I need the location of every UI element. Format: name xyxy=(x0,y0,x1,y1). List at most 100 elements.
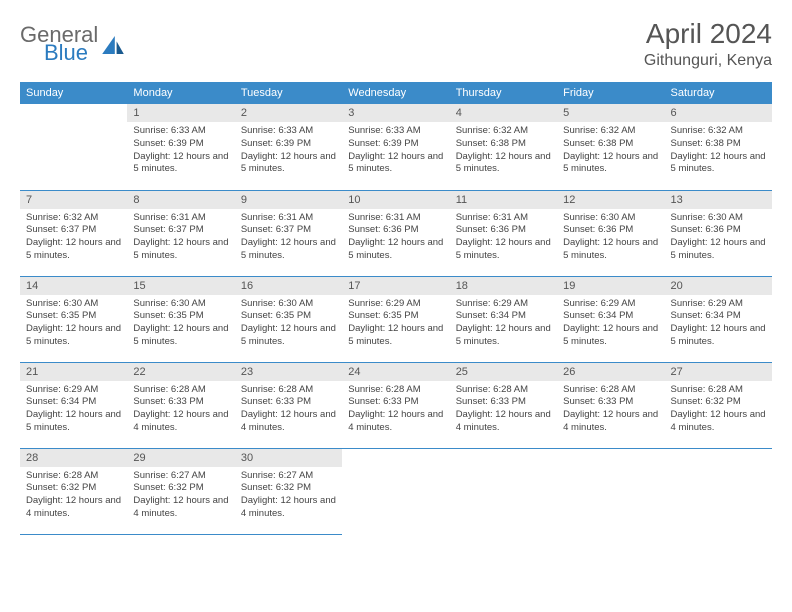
day-details: Sunrise: 6:28 AMSunset: 6:33 PMDaylight:… xyxy=(450,381,557,441)
day-number: 23 xyxy=(235,363,342,381)
calendar-cell: 2Sunrise: 6:33 AMSunset: 6:39 PMDaylight… xyxy=(235,104,342,190)
calendar-cell: 19Sunrise: 6:29 AMSunset: 6:34 PMDayligh… xyxy=(557,276,664,362)
calendar-cell: 1Sunrise: 6:33 AMSunset: 6:39 PMDaylight… xyxy=(127,104,234,190)
day-number: 10 xyxy=(342,191,449,209)
day-number: 1 xyxy=(127,104,234,122)
calendar-cell: 15Sunrise: 6:30 AMSunset: 6:35 PMDayligh… xyxy=(127,276,234,362)
calendar-cell: 24Sunrise: 6:28 AMSunset: 6:33 PMDayligh… xyxy=(342,362,449,448)
calendar-cell: 4Sunrise: 6:32 AMSunset: 6:38 PMDaylight… xyxy=(450,104,557,190)
dow-header: Thursday xyxy=(450,82,557,104)
day-details: Sunrise: 6:28 AMSunset: 6:33 PMDaylight:… xyxy=(557,381,664,441)
calendar-cell: 25Sunrise: 6:28 AMSunset: 6:33 PMDayligh… xyxy=(450,362,557,448)
day-number: 9 xyxy=(235,191,342,209)
month-title: April 2024 xyxy=(644,18,772,50)
day-number: 2 xyxy=(235,104,342,122)
day-details: Sunrise: 6:32 AMSunset: 6:38 PMDaylight:… xyxy=(450,122,557,182)
day-number: 12 xyxy=(557,191,664,209)
day-number: 30 xyxy=(235,449,342,467)
calendar-cell: 13Sunrise: 6:30 AMSunset: 6:36 PMDayligh… xyxy=(665,190,772,276)
calendar-cell: 30Sunrise: 6:27 AMSunset: 6:32 PMDayligh… xyxy=(235,448,342,534)
day-details: Sunrise: 6:32 AMSunset: 6:38 PMDaylight:… xyxy=(557,122,664,182)
calendar-cell: 12Sunrise: 6:30 AMSunset: 6:36 PMDayligh… xyxy=(557,190,664,276)
calendar-cell: . xyxy=(665,448,772,534)
calendar-cell: 3Sunrise: 6:33 AMSunset: 6:39 PMDaylight… xyxy=(342,104,449,190)
calendar-cell: 22Sunrise: 6:28 AMSunset: 6:33 PMDayligh… xyxy=(127,362,234,448)
calendar-cell: 23Sunrise: 6:28 AMSunset: 6:33 PMDayligh… xyxy=(235,362,342,448)
day-number: 16 xyxy=(235,277,342,295)
day-number: 24 xyxy=(342,363,449,381)
day-details: Sunrise: 6:30 AMSunset: 6:36 PMDaylight:… xyxy=(665,209,772,269)
calendar-cell: 16Sunrise: 6:30 AMSunset: 6:35 PMDayligh… xyxy=(235,276,342,362)
day-details: Sunrise: 6:28 AMSunset: 6:33 PMDaylight:… xyxy=(127,381,234,441)
calendar-cell: 21Sunrise: 6:29 AMSunset: 6:34 PMDayligh… xyxy=(20,362,127,448)
calendar-cell: 9Sunrise: 6:31 AMSunset: 6:37 PMDaylight… xyxy=(235,190,342,276)
calendar-cell: 11Sunrise: 6:31 AMSunset: 6:36 PMDayligh… xyxy=(450,190,557,276)
calendar-row: 14Sunrise: 6:30 AMSunset: 6:35 PMDayligh… xyxy=(20,276,772,362)
day-details: Sunrise: 6:33 AMSunset: 6:39 PMDaylight:… xyxy=(342,122,449,182)
day-number: 7 xyxy=(20,191,127,209)
day-number: 25 xyxy=(450,363,557,381)
calendar-cell: 18Sunrise: 6:29 AMSunset: 6:34 PMDayligh… xyxy=(450,276,557,362)
calendar-cell: 5Sunrise: 6:32 AMSunset: 6:38 PMDaylight… xyxy=(557,104,664,190)
calendar-cell: 7Sunrise: 6:32 AMSunset: 6:37 PMDaylight… xyxy=(20,190,127,276)
day-number: 17 xyxy=(342,277,449,295)
calendar-row: 21Sunrise: 6:29 AMSunset: 6:34 PMDayligh… xyxy=(20,362,772,448)
day-details: Sunrise: 6:29 AMSunset: 6:34 PMDaylight:… xyxy=(665,295,772,355)
day-details: Sunrise: 6:31 AMSunset: 6:36 PMDaylight:… xyxy=(342,209,449,269)
calendar-cell: 20Sunrise: 6:29 AMSunset: 6:34 PMDayligh… xyxy=(665,276,772,362)
day-details: Sunrise: 6:31 AMSunset: 6:36 PMDaylight:… xyxy=(450,209,557,269)
calendar-cell: . xyxy=(557,448,664,534)
dow-header: Monday xyxy=(127,82,234,104)
day-number: 21 xyxy=(20,363,127,381)
day-number: 15 xyxy=(127,277,234,295)
calendar-row: .1Sunrise: 6:33 AMSunset: 6:39 PMDayligh… xyxy=(20,104,772,190)
calendar-row: 7Sunrise: 6:32 AMSunset: 6:37 PMDaylight… xyxy=(20,190,772,276)
day-number: 11 xyxy=(450,191,557,209)
day-number: 6 xyxy=(665,104,772,122)
day-details: Sunrise: 6:32 AMSunset: 6:37 PMDaylight:… xyxy=(20,209,127,269)
calendar-cell: 10Sunrise: 6:31 AMSunset: 6:36 PMDayligh… xyxy=(342,190,449,276)
day-details: Sunrise: 6:28 AMSunset: 6:32 PMDaylight:… xyxy=(665,381,772,441)
day-number: 18 xyxy=(450,277,557,295)
day-number: 29 xyxy=(127,449,234,467)
day-number: 8 xyxy=(127,191,234,209)
day-details: Sunrise: 6:33 AMSunset: 6:39 PMDaylight:… xyxy=(235,122,342,182)
dow-header: Saturday xyxy=(665,82,772,104)
calendar-row: 28Sunrise: 6:28 AMSunset: 6:32 PMDayligh… xyxy=(20,448,772,534)
day-details: Sunrise: 6:30 AMSunset: 6:35 PMDaylight:… xyxy=(20,295,127,355)
logo: General Blue xyxy=(20,24,124,64)
day-number: 22 xyxy=(127,363,234,381)
calendar-head: SundayMondayTuesdayWednesdayThursdayFrid… xyxy=(20,82,772,104)
day-details: Sunrise: 6:29 AMSunset: 6:34 PMDaylight:… xyxy=(20,381,127,441)
day-number: 4 xyxy=(450,104,557,122)
calendar-cell: 29Sunrise: 6:27 AMSunset: 6:32 PMDayligh… xyxy=(127,448,234,534)
calendar-cell: 17Sunrise: 6:29 AMSunset: 6:35 PMDayligh… xyxy=(342,276,449,362)
day-details: Sunrise: 6:33 AMSunset: 6:39 PMDaylight:… xyxy=(127,122,234,182)
dow-header: Wednesday xyxy=(342,82,449,104)
logo-text: General Blue xyxy=(20,24,98,64)
day-details: Sunrise: 6:30 AMSunset: 6:35 PMDaylight:… xyxy=(235,295,342,355)
calendar-cell: 28Sunrise: 6:28 AMSunset: 6:32 PMDayligh… xyxy=(20,448,127,534)
dow-header: Sunday xyxy=(20,82,127,104)
day-details: Sunrise: 6:30 AMSunset: 6:36 PMDaylight:… xyxy=(557,209,664,269)
calendar-cell: . xyxy=(450,448,557,534)
day-number: 27 xyxy=(665,363,772,381)
day-number: 20 xyxy=(665,277,772,295)
day-details: Sunrise: 6:27 AMSunset: 6:32 PMDaylight:… xyxy=(235,467,342,527)
title-block: April 2024 Githunguri, Kenya xyxy=(644,18,772,70)
calendar-cell: . xyxy=(20,104,127,190)
header: General Blue April 2024 Githunguri, Keny… xyxy=(20,18,772,70)
day-details: Sunrise: 6:29 AMSunset: 6:34 PMDaylight:… xyxy=(557,295,664,355)
dow-header: Tuesday xyxy=(235,82,342,104)
day-number: 3 xyxy=(342,104,449,122)
day-details: Sunrise: 6:32 AMSunset: 6:38 PMDaylight:… xyxy=(665,122,772,182)
day-details: Sunrise: 6:28 AMSunset: 6:33 PMDaylight:… xyxy=(235,381,342,441)
day-details: Sunrise: 6:28 AMSunset: 6:33 PMDaylight:… xyxy=(342,381,449,441)
calendar-cell: 14Sunrise: 6:30 AMSunset: 6:35 PMDayligh… xyxy=(20,276,127,362)
day-details: Sunrise: 6:29 AMSunset: 6:35 PMDaylight:… xyxy=(342,295,449,355)
calendar-cell: 8Sunrise: 6:31 AMSunset: 6:37 PMDaylight… xyxy=(127,190,234,276)
location: Githunguri, Kenya xyxy=(644,52,772,70)
calendar-cell: 26Sunrise: 6:28 AMSunset: 6:33 PMDayligh… xyxy=(557,362,664,448)
day-details: Sunrise: 6:31 AMSunset: 6:37 PMDaylight:… xyxy=(235,209,342,269)
day-details: Sunrise: 6:29 AMSunset: 6:34 PMDaylight:… xyxy=(450,295,557,355)
